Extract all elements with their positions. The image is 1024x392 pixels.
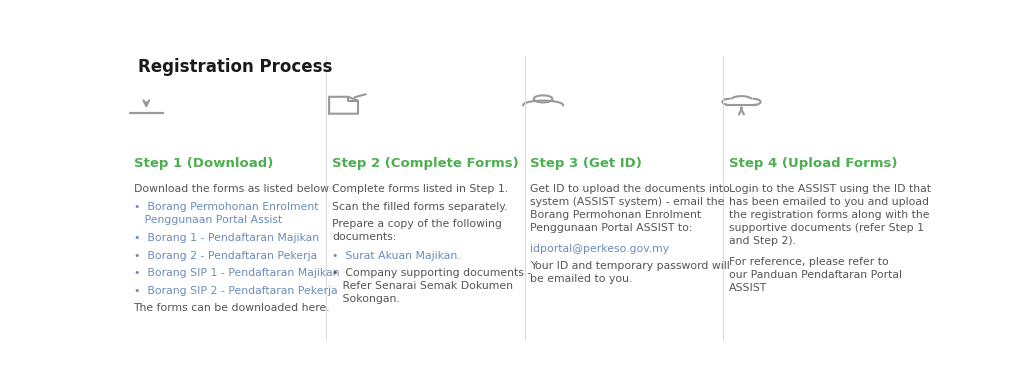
- Text: For reference, please refer to
our Panduan Pendaftaran Portal
ASSIST: For reference, please refer to our Pandu…: [729, 258, 902, 293]
- Text: Complete forms listed in Step 1.: Complete forms listed in Step 1.: [332, 184, 508, 194]
- Text: The forms can be downloaded here.: The forms can be downloaded here.: [133, 303, 330, 313]
- Text: Step 2 (Complete Forms): Step 2 (Complete Forms): [332, 157, 519, 170]
- Text: •  Company supporting documents -
   Refer Senarai Semak Dokumen
   Sokongan.: • Company supporting documents - Refer S…: [332, 268, 531, 304]
- Text: •  Borang 1 - Pendaftaran Majikan: • Borang 1 - Pendaftaran Majikan: [133, 233, 318, 243]
- Text: Login to the ASSIST using the ID that
has been emailed to you and upload
the reg: Login to the ASSIST using the ID that ha…: [729, 184, 931, 245]
- Text: •  Surat Akuan Majikan.: • Surat Akuan Majikan.: [332, 251, 461, 261]
- Text: Your ID and temporary password will
be emailed to you.: Your ID and temporary password will be e…: [530, 261, 730, 284]
- Text: Registration Process: Registration Process: [137, 58, 332, 76]
- Text: Download the forms as listed below :: Download the forms as listed below :: [133, 184, 336, 194]
- Text: Step 3 (Get ID): Step 3 (Get ID): [530, 157, 642, 170]
- Text: Scan the filled forms separately.: Scan the filled forms separately.: [332, 202, 508, 212]
- Text: •  Borang Permohonan Enrolment
   Penggunaan Portal Assist: • Borang Permohonan Enrolment Penggunaan…: [133, 202, 318, 225]
- Text: Step 1 (Download): Step 1 (Download): [133, 157, 273, 170]
- Text: Get ID to upload the documents into
system (ASSIST system) - email the
Borang Pe: Get ID to upload the documents into syst…: [530, 184, 730, 233]
- Text: Prepare a copy of the following
documents:: Prepare a copy of the following document…: [332, 220, 502, 242]
- Text: •  Borang SIP 1 - Pendaftaran Majikan: • Borang SIP 1 - Pendaftaran Majikan: [133, 268, 339, 278]
- Text: •  Borang SIP 2 - Pendaftaran Pekerja: • Borang SIP 2 - Pendaftaran Pekerja: [133, 286, 337, 296]
- Text: Step 4 (Upload Forms): Step 4 (Upload Forms): [729, 157, 897, 170]
- Text: •  Borang 2 - Pendaftaran Pekerja: • Borang 2 - Pendaftaran Pekerja: [133, 251, 316, 261]
- Text: idportal@perkeso.gov.my: idportal@perkeso.gov.my: [530, 243, 670, 254]
